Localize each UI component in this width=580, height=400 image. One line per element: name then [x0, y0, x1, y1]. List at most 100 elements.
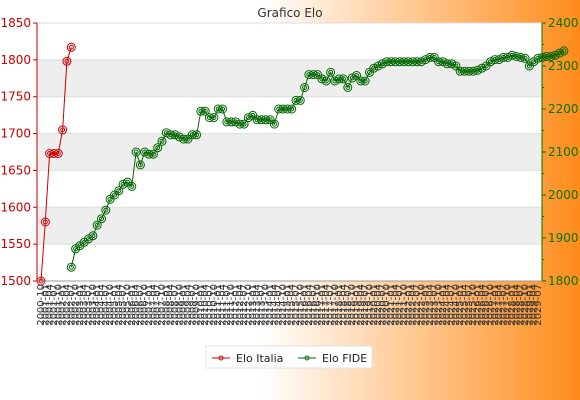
x-tick-label: 2007-01: [144, 284, 155, 326]
data-point-inner: [483, 63, 489, 69]
x-tick-label-group: 2014-01: [265, 284, 276, 326]
x-tick-label: 2005-01: [109, 284, 120, 326]
data-point-inner: [64, 58, 70, 64]
x-tick-label: 2003-01: [75, 284, 86, 326]
x-tick-label-group: 2021-01: [386, 284, 397, 326]
x-tick-label: 2004-04: [97, 284, 108, 326]
x-tick-label: 2018-04: [339, 284, 350, 326]
x-tick-label: 2006-04: [131, 284, 142, 326]
x-tick-label: 2001-10: [53, 284, 64, 326]
data-point-outer: [239, 119, 249, 129]
data-point-outer: [282, 104, 292, 114]
x-tick-label: 2022-10: [416, 284, 427, 326]
x-tick-label-group: 2004-07: [101, 284, 112, 326]
left-tick-label: 1600: [0, 200, 31, 214]
x-tick-label: 2021-10: [399, 284, 410, 326]
x-tick-label-group: 2012-07: [239, 284, 250, 326]
data-point-inner: [99, 216, 104, 222]
data-point-outer: [399, 57, 409, 67]
x-tick-label-group: 2012-01: [230, 284, 241, 326]
legend-italia-marker: [218, 355, 224, 361]
x-tick-label: 2014-04: [269, 284, 280, 326]
data-point-inner: [159, 138, 165, 144]
data-point-outer: [304, 70, 314, 80]
x-tick-label: 2024-07: [447, 284, 458, 326]
x-tick-label-group: 2009-01: [179, 284, 190, 326]
data-point-outer: [546, 52, 556, 61]
right-tick-label: 2300: [548, 59, 579, 73]
x-tick-label: 2015-10: [295, 284, 306, 326]
data-point-outer: [261, 115, 271, 125]
x-tick-label-group: 2027-07: [498, 284, 509, 326]
data-point-inner: [328, 69, 334, 75]
data-point-inner: [354, 73, 359, 78]
x-tick-label: 2016-07: [308, 284, 319, 326]
x-tick-label: 2025-10: [468, 284, 479, 326]
x-tick-label-group: 2029-04: [529, 284, 540, 326]
data-point-outer: [196, 106, 206, 116]
x-tick-label: 2000-10: [36, 284, 47, 326]
x-tick-label: 2011-07: [222, 284, 233, 326]
x-tick-label-group: 2010-01: [196, 284, 207, 326]
data-point-outer: [537, 52, 547, 62]
x-tick-label-group: 2022-07: [412, 284, 423, 326]
data-point-outer: [442, 59, 452, 69]
grid-band: [37, 207, 542, 245]
x-tick-label: 2016-01: [300, 284, 311, 326]
x-tick-label-group: 2006-10: [140, 284, 151, 326]
x-tick-label: 2002-10: [71, 284, 82, 326]
x-tick-label-group: 2012-04: [235, 284, 246, 326]
x-tick-label: 2008-07: [170, 284, 181, 326]
x-tick-label: 2019-01: [351, 284, 362, 326]
data-point-inner: [271, 121, 277, 127]
x-tick-label: 2027-10: [503, 284, 514, 326]
x-tick-label-group: 2019-04: [356, 284, 367, 326]
data-point-inner: [194, 132, 200, 138]
x-tick-label: 2011-04: [218, 284, 229, 326]
x-tick-label: 2013-07: [256, 284, 267, 326]
x-tick-label-group: 2023-01: [421, 284, 432, 326]
x-tick-label-group: 2016-07: [308, 284, 319, 326]
x-tick-label-group: 2016-01: [300, 284, 311, 326]
data-point-outer: [114, 186, 124, 196]
data-point-outer: [97, 214, 106, 224]
x-tick-label: 2001-07: [49, 284, 60, 326]
x-tick-label: 2023-07: [429, 284, 440, 326]
data-point-outer: [287, 104, 297, 114]
left-tick-label: 1750: [0, 90, 31, 104]
x-tick-label-group: 2016-04: [304, 284, 315, 326]
x-tick-label-group: 2002-07: [66, 284, 77, 326]
x-tick-label-group: 2021-10: [399, 284, 410, 326]
x-tick-label: 2002-01: [58, 284, 69, 326]
x-tick-label: 2005-04: [114, 284, 125, 326]
data-point-outer: [131, 147, 141, 157]
x-tick-label: 2015-07: [291, 284, 302, 326]
x-tick-label: 2009-07: [187, 284, 198, 326]
x-tick-label-group: 2001-01: [40, 284, 51, 326]
grid-band: [37, 59, 542, 97]
data-point-inner: [185, 136, 191, 142]
x-tick-label: 2007-07: [153, 284, 164, 326]
data-point-outer: [468, 66, 478, 76]
data-point-outer: [295, 95, 305, 105]
x-tick-label-group: 2021-04: [390, 284, 401, 326]
x-tick-label-group: 2024-07: [447, 284, 458, 326]
x-tick-label-group: 2020-01: [369, 284, 380, 326]
legend-item-fide[interactable]: Elo FIDE: [298, 352, 367, 365]
data-point-outer: [166, 130, 176, 140]
x-tick-label: 2028-10: [520, 284, 531, 326]
data-point-inner: [60, 127, 66, 133]
data-point-inner: [241, 121, 247, 127]
x-tick-label-group: 2021-07: [395, 284, 406, 326]
x-tick-label: 2027-01: [490, 284, 501, 326]
x-tick-label: 2025-07: [464, 284, 475, 326]
legend-fide-label: Elo FIDE: [322, 352, 367, 365]
x-tick-label-group: 2013-07: [256, 284, 267, 326]
legend-item-italia[interactable]: Elo Italia: [212, 352, 283, 365]
data-point-outer: [386, 57, 396, 67]
x-tick-label-group: 2023-04: [425, 284, 436, 326]
left-tick-label: 1800: [0, 53, 31, 67]
x-tick-label: 2022-04: [408, 284, 419, 326]
data-point-outer: [490, 55, 500, 65]
data-point-outer: [464, 66, 474, 76]
